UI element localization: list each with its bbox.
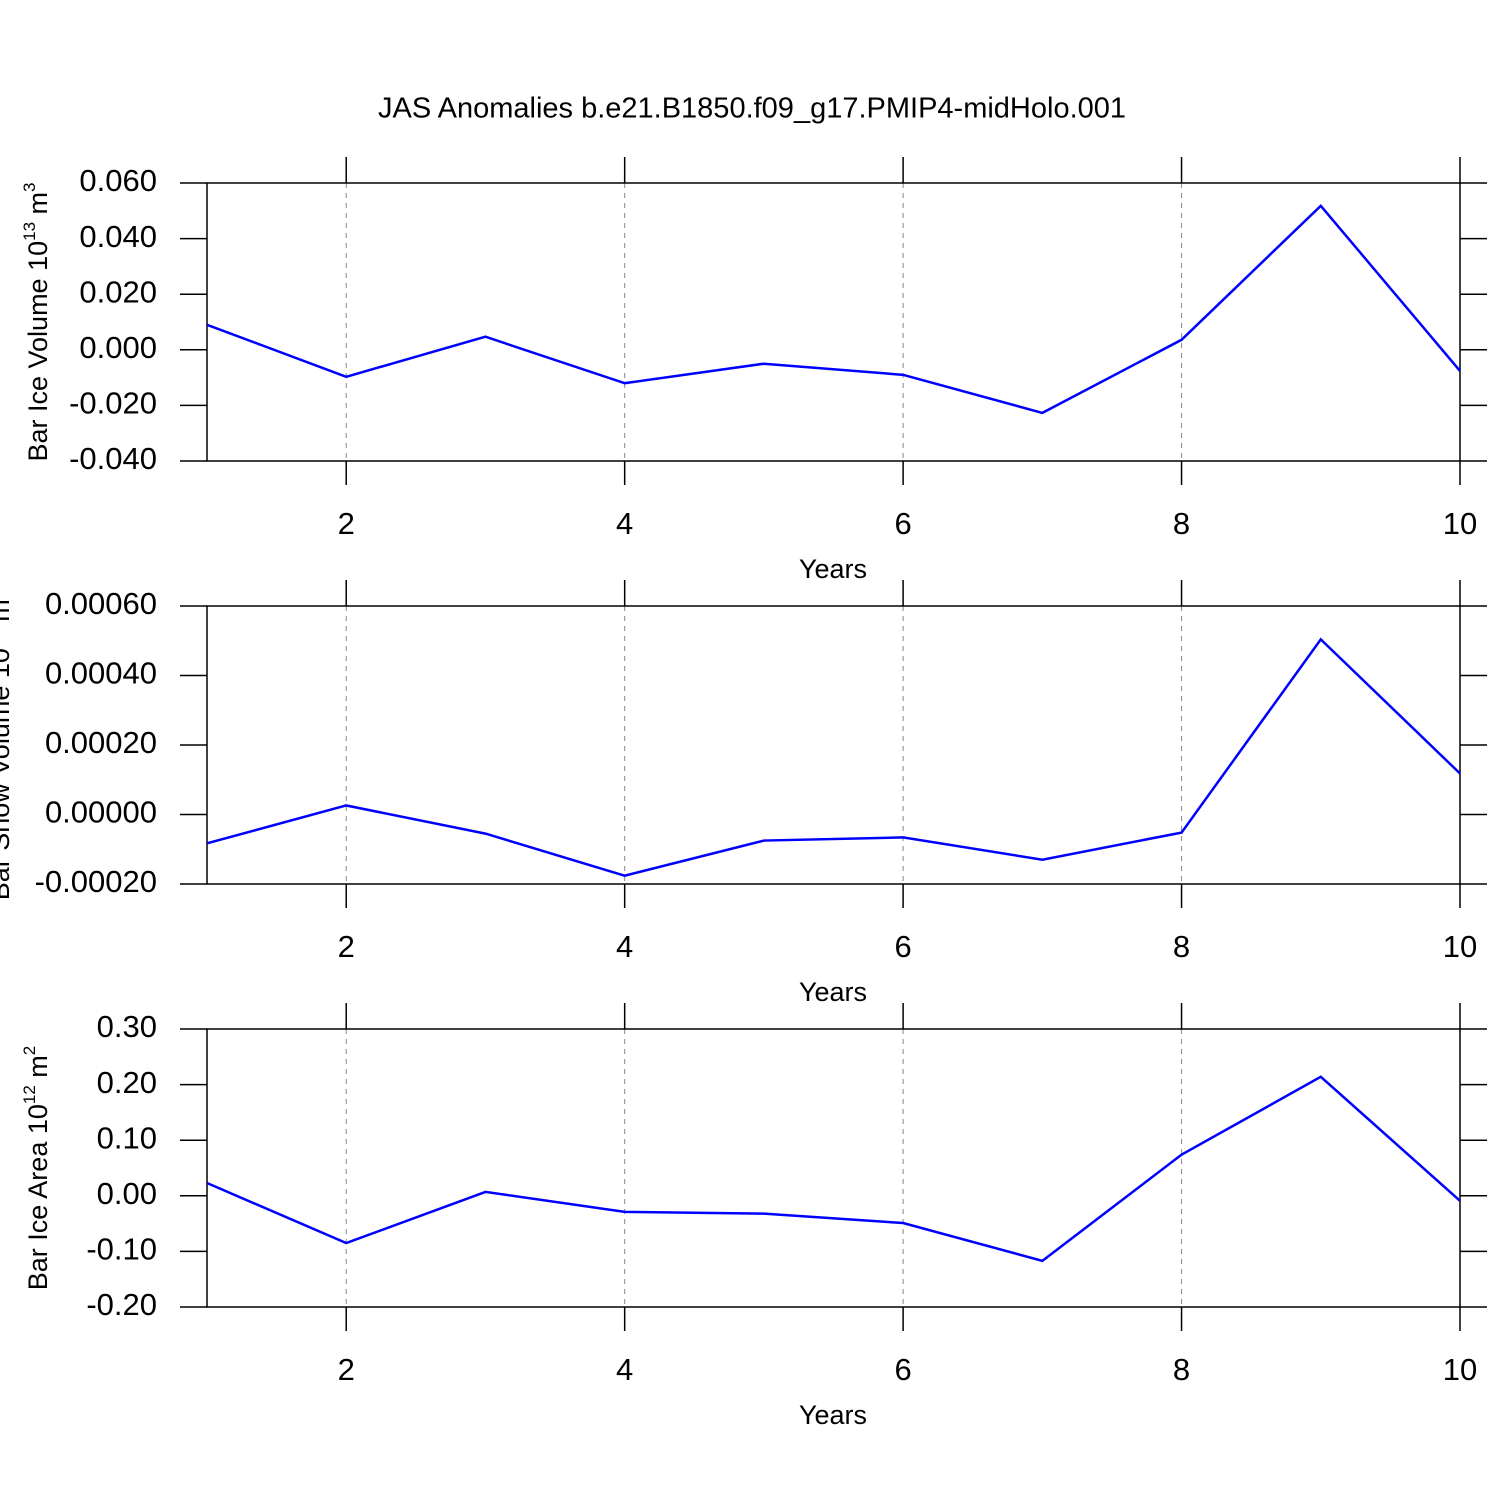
x-tick-label: 2 bbox=[338, 506, 355, 541]
x-tick-label: 8 bbox=[1173, 506, 1190, 541]
x-tick-label: 6 bbox=[894, 929, 911, 964]
y-tick-label: 0.000 bbox=[79, 330, 157, 365]
plot-frame bbox=[206, 182, 1461, 462]
y-axis-label-part: 3 bbox=[20, 182, 39, 191]
x-tick-label: 8 bbox=[1173, 929, 1190, 964]
y-tick-label: 0.040 bbox=[79, 219, 157, 254]
y-axis-label: Bar Ice Volume 1013 m3 bbox=[20, 182, 53, 461]
y-tick-label: -0.00020 bbox=[35, 864, 157, 899]
x-tick-label: 6 bbox=[894, 506, 911, 541]
y-tick-label: 0.20 bbox=[97, 1065, 157, 1100]
y-tick-label: 0.060 bbox=[79, 163, 157, 198]
y-axis-label-part: 3 bbox=[0, 590, 1, 599]
x-axis-label: Years bbox=[799, 977, 867, 1007]
y-axis-label-part: 13 bbox=[0, 629, 1, 648]
x-axis-label: Years bbox=[799, 554, 867, 584]
y-axis-label-part: 12 bbox=[20, 1085, 39, 1104]
y-axis-label: Bar Ice Area 1012 m2 bbox=[20, 1046, 53, 1291]
x-tick-label: 10 bbox=[1443, 1352, 1477, 1387]
x-tick-label: 8 bbox=[1173, 1352, 1190, 1387]
x-tick-label: 4 bbox=[616, 1352, 633, 1387]
chart-title: JAS Anomalies b.e21.B1850.f09_g17.PMIP4-… bbox=[378, 93, 1126, 125]
x-tick-label: 4 bbox=[616, 506, 633, 541]
data-line bbox=[206, 637, 1461, 877]
plot-frame bbox=[206, 605, 1461, 885]
y-tick-label: 0.00 bbox=[97, 1176, 157, 1211]
data-line bbox=[206, 1075, 1461, 1263]
y-tick-label: 0.00020 bbox=[45, 725, 157, 760]
y-axis-label-part: m bbox=[0, 599, 15, 629]
x-tick-label: 10 bbox=[1443, 506, 1477, 541]
y-axis-label-part: m bbox=[23, 192, 53, 222]
x-tick-label: 2 bbox=[338, 929, 355, 964]
y-tick-label: -0.10 bbox=[86, 1232, 157, 1267]
data-line bbox=[206, 203, 1461, 415]
y-tick-label: -0.040 bbox=[69, 441, 157, 476]
y-axis-label-part: Bar Ice Area 10 bbox=[23, 1104, 53, 1290]
y-axis-label-part: m bbox=[23, 1055, 53, 1085]
y-tick-label: 0.020 bbox=[79, 274, 157, 309]
x-tick-label: 6 bbox=[894, 1352, 911, 1387]
x-tick-label: 10 bbox=[1443, 929, 1477, 964]
y-tick-label: 0.30 bbox=[97, 1009, 157, 1044]
y-tick-label: 0.00040 bbox=[45, 656, 157, 691]
y-tick-label: 0.00000 bbox=[45, 795, 157, 830]
x-tick-label: 2 bbox=[338, 1352, 355, 1387]
y-tick-label: 0.00060 bbox=[45, 586, 157, 621]
y-axis-label-part: Bar Ice Volume 10 bbox=[23, 241, 53, 462]
y-tick-label: -0.20 bbox=[86, 1287, 157, 1322]
y-axis-label-part: 2 bbox=[20, 1046, 39, 1055]
x-axis-label: Years bbox=[799, 1400, 867, 1430]
y-tick-label: 0.10 bbox=[97, 1120, 157, 1155]
y-axis-label-part: Bar Snow Volume 10 bbox=[0, 648, 15, 900]
y-tick-label: -0.020 bbox=[69, 386, 157, 421]
y-axis-label-part: 13 bbox=[20, 222, 39, 241]
x-tick-label: 4 bbox=[616, 929, 633, 964]
y-axis-label: Bar Snow Volume 1013 m3 bbox=[0, 590, 15, 901]
plot-frame bbox=[206, 1028, 1461, 1308]
